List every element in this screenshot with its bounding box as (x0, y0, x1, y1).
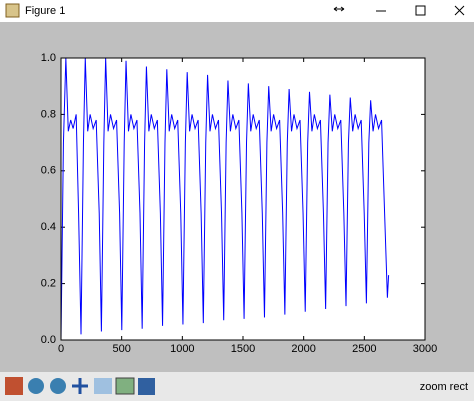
app-icon (5, 3, 20, 18)
plot-frame (60, 57, 426, 341)
pan-button[interactable] (72, 378, 88, 394)
zoom-button[interactable] (94, 378, 112, 394)
x-tick-label: 0 (58, 343, 64, 355)
y-tick-label: 0.6 (41, 165, 56, 177)
plot-area (61, 58, 425, 340)
status-text: zoom rect (420, 381, 468, 393)
data-line (60, 57, 390, 341)
maximize-button[interactable] (415, 5, 426, 16)
toolbar (0, 372, 474, 401)
x-tick-label: 3000 (413, 343, 437, 355)
y-tick-label: 0.2 (41, 278, 56, 290)
y-tick-label: 0.0 (41, 334, 56, 346)
x-tick-label: 2000 (291, 343, 315, 355)
save-button[interactable] (138, 378, 155, 395)
x-tick-label: 500 (112, 343, 130, 355)
x-tick-label: 1000 (170, 343, 194, 355)
toolbar-buttons (5, 377, 155, 395)
resize-icon (333, 6, 345, 12)
forward-button[interactable] (50, 378, 66, 394)
title-bar (0, 0, 474, 22)
x-tick-label: 1500 (231, 343, 255, 355)
close-button[interactable] (454, 5, 465, 16)
y-tick-label: 0.4 (41, 221, 56, 233)
window-title: Figure 1 (25, 5, 65, 17)
y-tick-label: 1.0 (41, 52, 56, 64)
x-tick-label: 2500 (352, 343, 376, 355)
home-button[interactable] (5, 377, 23, 395)
back-button[interactable] (28, 378, 44, 394)
subplots-button[interactable] (115, 377, 135, 395)
y-tick-label: 0.8 (41, 108, 56, 120)
